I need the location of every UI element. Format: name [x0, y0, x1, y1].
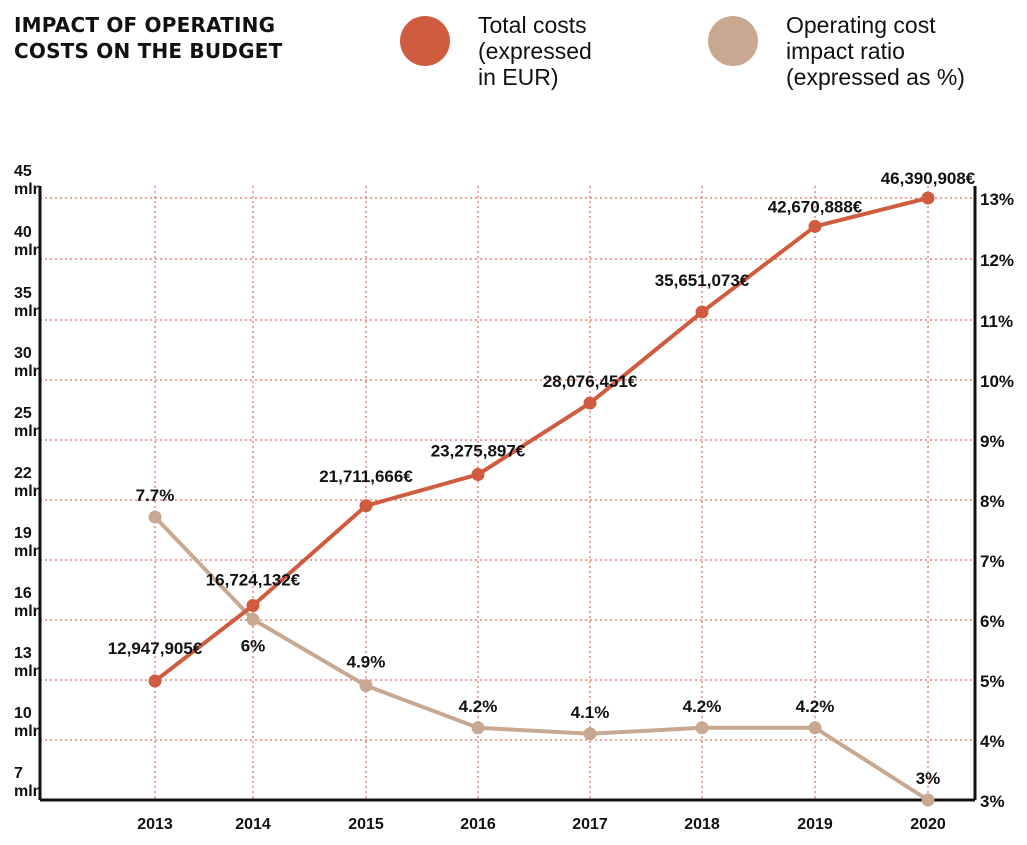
ratio-data-label: 4.2% — [459, 697, 498, 716]
left-tick-label: 10 — [14, 705, 32, 722]
ratio-data-label: 6% — [241, 636, 266, 655]
left-tick-label: mln — [14, 303, 42, 320]
total-costs-data-label: 28,076,451€ — [543, 372, 638, 391]
legend-total-costs-label: Total costs (expressed in EUR) — [478, 12, 592, 90]
x-tick-label: 2013 — [137, 816, 173, 833]
left-tick-label: mln — [14, 723, 42, 740]
total-costs-data-label: 46,390,908€ — [881, 169, 976, 188]
ratio-point — [471, 721, 485, 735]
total-costs-line — [153, 196, 929, 683]
ratio-data-label: 4.1% — [571, 703, 610, 722]
ratio-point — [359, 679, 373, 693]
total-costs-point — [246, 599, 260, 613]
right-tick-label: 12% — [980, 251, 1014, 270]
ratio-data-label: 4.2% — [683, 697, 722, 716]
total-costs-point — [808, 219, 822, 233]
left-tick-label: mln — [14, 543, 42, 560]
total-costs-point — [359, 499, 373, 513]
total-costs-point — [471, 467, 485, 481]
left-tick-label: mln — [14, 663, 42, 680]
total-costs-data-label: 16,724,132€ — [206, 571, 301, 590]
right-tick-label: 5% — [980, 672, 1005, 691]
left-tick-label: 19 — [14, 525, 32, 542]
left-tick-label: 13 — [14, 645, 32, 662]
x-tick-label: 2019 — [797, 816, 833, 833]
ratio-point — [583, 727, 597, 741]
x-tick-label: 2016 — [460, 816, 496, 833]
right-tick-label: 3% — [980, 792, 1005, 811]
left-tick-label: 45 — [14, 163, 32, 180]
left-tick-label: 30 — [14, 345, 32, 362]
ratio-point — [808, 721, 822, 735]
left-tick-label: mln — [14, 363, 42, 380]
ratio-line — [153, 515, 930, 802]
left-tick-label: mln — [14, 423, 42, 440]
x-tick-label: 2018 — [684, 816, 720, 833]
left-tick-label: 7 — [14, 765, 23, 782]
total-costs-data-label: 12,947,905€ — [108, 639, 203, 658]
legend-total-costs-swatch — [400, 16, 450, 66]
total-costs-point — [695, 305, 709, 319]
left-tick-label: mln — [14, 242, 42, 259]
right-tick-label: 13% — [980, 190, 1014, 209]
ratio-data-label: 4.2% — [796, 697, 835, 716]
chart-title: IMPACT OF OPERATING COSTS ON THE BUDGET — [14, 13, 283, 63]
right-tick-label: 6% — [980, 612, 1005, 631]
x-tick-label: 2020 — [910, 816, 946, 833]
ratio-data-label: 4.9% — [347, 653, 386, 672]
left-tick-label: 16 — [14, 585, 32, 602]
right-tick-label: 7% — [980, 552, 1005, 571]
left-tick-label: 35 — [14, 285, 32, 302]
right-tick-label: 4% — [980, 732, 1005, 751]
left-tick-label: 25 — [14, 405, 32, 422]
legend-ratio-label: Operating cost impact ratio (expressed a… — [786, 12, 965, 90]
left-tick-label: mln — [14, 603, 42, 620]
ratio-point — [148, 510, 162, 524]
ratio-point — [695, 721, 709, 735]
left-tick-label: mln — [14, 181, 42, 198]
right-tick-label: 9% — [980, 432, 1005, 451]
total-costs-data-label: 21,711,666€ — [319, 467, 413, 486]
total-costs-point — [148, 674, 162, 688]
legend-total-costs: Total costs (expressed in EUR) — [400, 12, 592, 90]
right-tick-label: 10% — [980, 372, 1014, 391]
x-tick-label: 2014 — [235, 816, 271, 833]
x-tick-label: 2015 — [348, 816, 384, 833]
ratio-point — [246, 612, 260, 626]
ratio-data-label: 7.7% — [136, 486, 175, 505]
x-tick-label: 2017 — [572, 816, 608, 833]
left-tick-label: mln — [14, 483, 42, 500]
ratio-point — [921, 793, 935, 807]
total-costs-point — [583, 396, 597, 410]
left-tick-label: 40 — [14, 224, 32, 241]
total-costs-data-label: 23,275,897€ — [431, 441, 526, 460]
right-tick-label: 8% — [980, 492, 1005, 511]
legend-ratio-swatch — [708, 16, 758, 66]
total-costs-data-label: 35,651,073€ — [655, 271, 750, 290]
legend-ratio: Operating cost impact ratio (expressed a… — [708, 12, 965, 90]
ratio-data-label: 3% — [916, 769, 941, 788]
left-tick-label: 22 — [14, 465, 32, 482]
left-tick-label: mln — [14, 783, 42, 800]
total-costs-point — [921, 191, 935, 205]
right-tick-label: 11% — [980, 312, 1013, 331]
total-costs-data-label: 42,670,888€ — [768, 197, 863, 216]
